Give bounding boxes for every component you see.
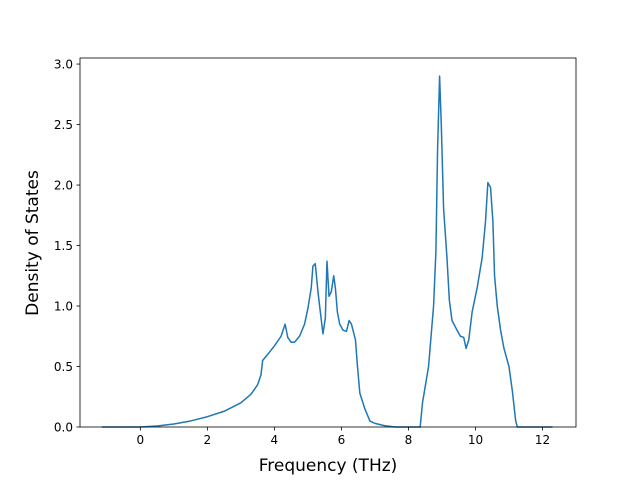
y-tick-label: 0.5	[54, 360, 73, 374]
plot-area	[79, 57, 577, 428]
y-tick-label: 2.0	[54, 178, 73, 192]
x-tick-label: 2	[204, 433, 212, 447]
y-axis-label: Density of States	[23, 170, 43, 316]
y-tick-label: 1.5	[54, 239, 73, 253]
x-tick-label: 12	[535, 433, 550, 447]
x-axis-label: Frequency (THz)	[259, 456, 398, 476]
dos-series-line-0	[101, 75, 553, 428]
y-tick-label: 0.0	[54, 420, 73, 434]
plot-frame	[79, 57, 577, 428]
x-tick-label: 4	[271, 433, 279, 447]
y-tick-label: 2.5	[54, 118, 73, 132]
x-tick-label: 0	[137, 433, 145, 447]
x-tick-label: 10	[468, 433, 483, 447]
x-tick-label: 8	[405, 433, 413, 447]
x-tick-label: 6	[338, 433, 346, 447]
y-axis-ticks: 0.0 0.5 1.0 1.5 2.0 2.5 3.0	[54, 57, 80, 434]
y-tick-label: 1.0	[54, 299, 73, 313]
x-axis-ticks: 0 2 4 6 8 10 12	[137, 427, 550, 447]
y-tick-label: 3.0	[54, 57, 73, 71]
